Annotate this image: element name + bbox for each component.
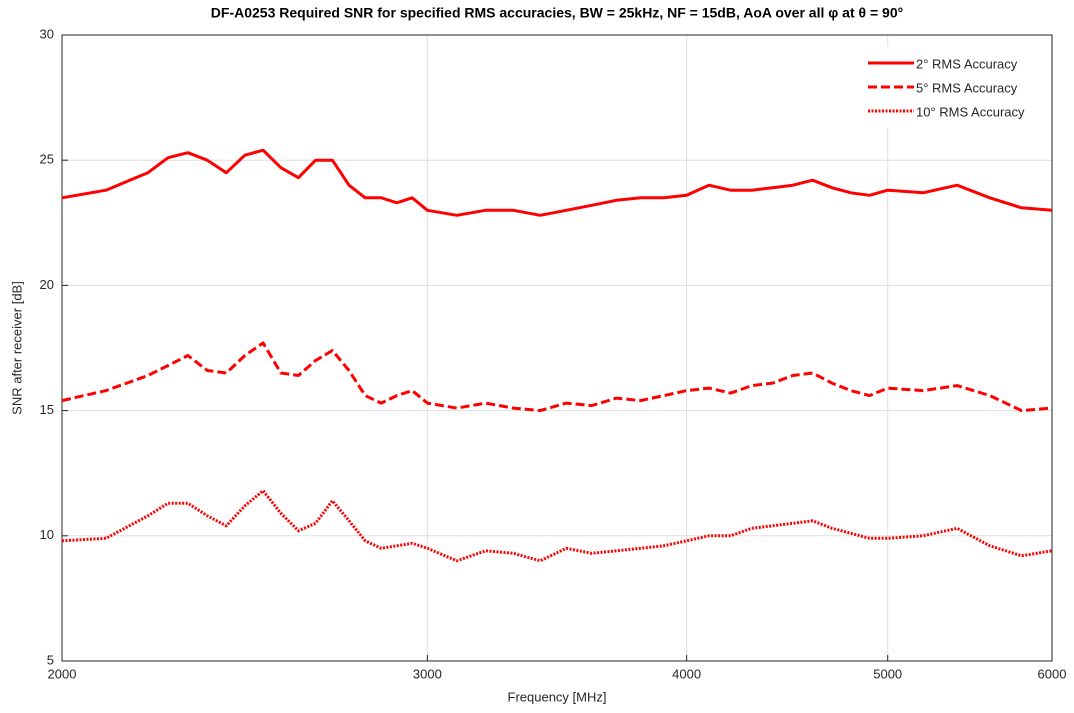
plot-frame [61,34,1053,662]
legend-box [831,46,1041,128]
legend-label: 5° RMS Accuracy [916,80,1018,95]
x-tick-label: 5000 [873,666,902,681]
x-tick-label: 6000 [1038,666,1067,681]
y-tick-label: 10 [40,527,54,542]
series-line [61,148,1053,217]
legend-label: 10° RMS Accuracy [916,104,1025,119]
y-axis-label: SNR after receiver [dB] [9,281,24,415]
chart-title: DF-A0253 Required SNR for specified RMS … [211,5,903,21]
x-axis-label: Frequency [MHz] [508,689,607,704]
x-tick-label: 3000 [413,666,442,681]
y-tick-label: 25 [40,152,54,167]
y-tick-label: 5 [47,652,54,667]
legend-label: 2° RMS Accuracy [916,56,1018,71]
series-line [61,341,1053,413]
x-tick-label: 4000 [672,666,701,681]
x-tick-label: 2000 [48,666,77,681]
y-tick-label: 30 [40,26,54,41]
y-tick-label: 15 [40,402,54,417]
series-line [61,489,1053,563]
y-tick-label: 20 [40,277,54,292]
